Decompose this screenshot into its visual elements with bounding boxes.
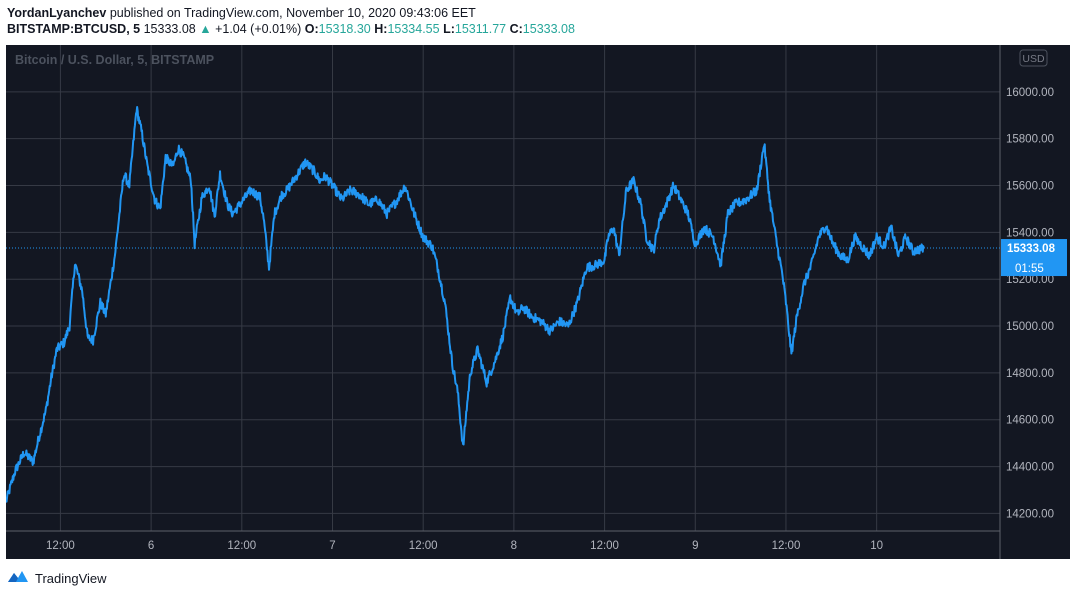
x-tick-label: 12:00 xyxy=(590,540,619,552)
price-change: +1.04 (+0.01%) xyxy=(215,22,302,36)
chart-grid xyxy=(6,45,1000,531)
y-tick-label: 15600.00 xyxy=(1006,181,1054,193)
last-price-badge xyxy=(1001,239,1067,277)
time-axis[interactable]: 12:00 6 12:00 7 12:00 8 12:00 9 12:00 10 xyxy=(46,540,883,552)
close-key: C: xyxy=(509,22,523,36)
up-arrow-icon: ▲ xyxy=(199,22,212,36)
tradingview-logo-icon[interactable] xyxy=(7,569,29,588)
price-line-layer xyxy=(5,105,925,503)
close-value: 15333.08 xyxy=(522,22,575,36)
last-price-label: 15333.08 xyxy=(1007,243,1056,255)
x-tick-label: 12:00 xyxy=(46,540,75,552)
y-tick-label: 15000.00 xyxy=(1006,321,1054,333)
chart-container[interactable]: 14200.00 14400.00 14600.00 14800.00 15000.00… xyxy=(5,45,1070,559)
x-tick-label: 10 xyxy=(870,540,883,552)
price-axis[interactable]: 14200.00 14400.00 14600.00 14800.00 15000.00… xyxy=(1006,87,1054,521)
currency-label: USD xyxy=(1022,53,1045,65)
x-tick-label: 9 xyxy=(692,540,698,552)
last-price-marker: 15333.08 01:55 xyxy=(6,239,1067,277)
y-tick-label: 14200.00 xyxy=(1006,508,1054,520)
x-tick-label: 12:00 xyxy=(227,540,256,552)
last-price: 15333.08 xyxy=(143,22,196,36)
price-series-line xyxy=(5,105,925,503)
symbol-label: BITSTAMP:BTCUSD, 5 xyxy=(7,22,141,36)
y-tick-label: 15400.00 xyxy=(1006,227,1054,239)
chart-background xyxy=(6,45,1070,559)
author-name[interactable]: YordanLyanchev xyxy=(7,6,107,20)
high-value: 15334.55 xyxy=(387,22,440,36)
y-tick-label: 14600.00 xyxy=(1006,415,1054,427)
open-value: 15318.30 xyxy=(318,22,371,36)
brand-name[interactable]: TradingView xyxy=(35,570,107,586)
x-tick-label: 8 xyxy=(511,540,517,552)
high-key: H: xyxy=(374,22,388,36)
x-tick-label: 12:00 xyxy=(772,540,801,552)
x-tick-label: 12:00 xyxy=(409,540,438,552)
bar-countdown-label: 01:55 xyxy=(1015,263,1044,275)
x-tick-label: 7 xyxy=(329,540,335,552)
publish-info: YordanLyanchev published on TradingView.… xyxy=(7,6,476,20)
low-value: 15311.77 xyxy=(454,22,507,36)
y-tick-label: 14400.00 xyxy=(1006,462,1054,474)
y-tick-label: 16000.00 xyxy=(1006,87,1054,99)
y-tick-label: 15200.00 xyxy=(1006,274,1054,286)
open-key: O: xyxy=(304,22,319,36)
footer: TradingView xyxy=(7,568,107,588)
quote-line: BITSTAMP:BTCUSD, 5 15333.08 ▲ +1.04 (+0.… xyxy=(7,22,575,36)
currency-button[interactable]: USD xyxy=(1019,49,1048,67)
price-chart[interactable]: 14200.00 14400.00 14600.00 14800.00 15000.00… xyxy=(5,45,1070,559)
y-tick-label: 15800.00 xyxy=(1006,134,1054,146)
published-text: published on TradingView.com, November 1… xyxy=(109,6,476,20)
low-key: L: xyxy=(443,22,455,36)
chart-title: Bitcoin / U.S. Dollar, 5, BITSTAMP xyxy=(15,53,214,67)
x-tick-label: 6 xyxy=(148,540,154,552)
y-tick-label: 14800.00 xyxy=(1006,368,1054,380)
